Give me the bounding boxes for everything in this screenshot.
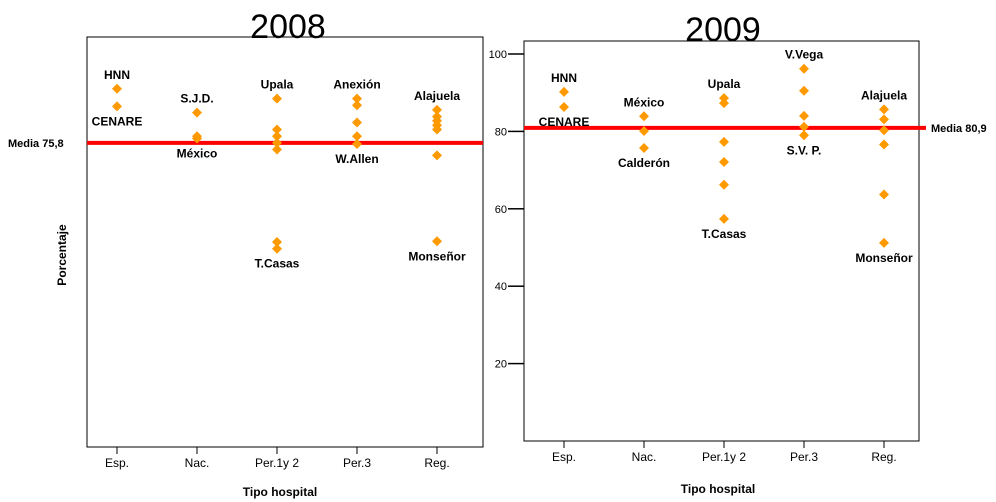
chart-title: 2008 xyxy=(250,8,326,46)
chart-panel-2008: 2008 Esp. Nac. Per.1y 2 Per.3 Reg. Tipo hospit… xyxy=(8,8,484,499)
point-annotation: S.V. P. xyxy=(787,143,822,157)
x-tick-label: Per.1y 2 xyxy=(255,456,299,470)
point-annotation: S.J.D. xyxy=(180,92,213,106)
point-annotation: CENARE xyxy=(92,114,143,128)
y-tick-label: 60 xyxy=(495,204,507,216)
mean-label: Media 75,8 xyxy=(8,138,64,150)
data-point xyxy=(352,100,362,111)
data-point xyxy=(879,189,889,200)
data-point xyxy=(639,126,649,137)
point-annotation: México xyxy=(177,147,218,161)
y-tick-label: 80 xyxy=(495,126,507,138)
data-point xyxy=(352,139,362,150)
chart-title: 2009 xyxy=(685,11,761,49)
point-annotation: Calderón xyxy=(618,156,670,170)
data-point xyxy=(352,131,362,142)
y-tick-label: 100 xyxy=(489,49,507,61)
data-point xyxy=(879,237,889,248)
x-tick-label: Per.3 xyxy=(790,450,818,464)
x-axis-title: Tipo hospital xyxy=(681,482,755,496)
data-point xyxy=(799,63,809,74)
x-tick-label: Per.1y 2 xyxy=(702,450,746,464)
data-point xyxy=(799,121,809,132)
chart-panel-2009: 2009 Esp. Nac. Per.1y 2 Per.3 Reg. Tipo hospit… xyxy=(489,11,987,496)
data-point xyxy=(192,133,202,144)
data-point xyxy=(432,150,442,161)
data-point xyxy=(719,98,729,109)
point-annotation: V.Vega xyxy=(785,48,824,62)
point-annotation: Alajuela xyxy=(414,89,460,103)
y-tick-label: 20 xyxy=(495,359,507,371)
data-point xyxy=(432,124,442,135)
plot-frame xyxy=(86,36,484,448)
data-point xyxy=(272,131,282,142)
point-annotation: Alajuela xyxy=(861,88,907,102)
data-point xyxy=(432,104,442,115)
data-point xyxy=(112,83,122,94)
data-point xyxy=(719,179,729,190)
point-annotation: Upala xyxy=(708,77,741,91)
data-point xyxy=(719,93,729,104)
x-tick-label: Per.3 xyxy=(343,456,371,470)
data-point xyxy=(719,213,729,224)
data-point xyxy=(352,117,362,128)
data-point xyxy=(432,236,442,247)
data-point xyxy=(879,125,889,136)
data-point xyxy=(799,85,809,96)
data-point xyxy=(639,111,649,122)
point-annotation: Monseñor xyxy=(855,251,913,265)
data-point xyxy=(799,130,809,141)
data-point xyxy=(559,86,569,97)
point-annotation: T.Casas xyxy=(255,257,300,271)
y-tick-label: 40 xyxy=(495,281,507,293)
point-annotation: CENARE xyxy=(539,115,590,129)
data-point xyxy=(559,102,569,113)
data-point xyxy=(639,143,649,154)
data-point xyxy=(192,107,202,118)
plot-frame xyxy=(523,40,920,442)
data-point xyxy=(272,93,282,104)
point-annotation: Upala xyxy=(261,78,294,92)
point-annotation: Anexión xyxy=(333,78,380,92)
x-tick-label: Esp. xyxy=(552,450,576,464)
data-point xyxy=(879,114,889,125)
data-point xyxy=(879,139,889,150)
data-point xyxy=(799,110,809,121)
point-annotation: T.Casas xyxy=(702,227,747,241)
point-annotation: W.Allen xyxy=(335,152,378,166)
data-point xyxy=(272,243,282,254)
x-tick-label: Nac. xyxy=(632,450,657,464)
x-tick-label: Reg. xyxy=(871,450,896,464)
data-point xyxy=(719,156,729,167)
x-tick-label: Nac. xyxy=(185,456,210,470)
x-axis-title: Tipo hospital xyxy=(243,485,317,499)
data-point xyxy=(272,237,282,248)
data-point xyxy=(272,144,282,155)
mean-label: Media 80,9 xyxy=(931,123,987,135)
data-point xyxy=(272,124,282,135)
data-point xyxy=(112,101,122,112)
point-annotation: HNN xyxy=(551,71,577,85)
data-point xyxy=(352,93,362,104)
x-tick-label: Esp. xyxy=(105,456,129,470)
data-point xyxy=(879,104,889,115)
y-axis-title: Porcentaje xyxy=(55,224,69,286)
point-annotation: Monseñor xyxy=(408,249,466,263)
data-point xyxy=(272,137,282,148)
point-annotation: HNN xyxy=(104,68,130,82)
data-point xyxy=(719,136,729,147)
point-annotation: México xyxy=(624,95,665,109)
x-tick-label: Reg. xyxy=(424,456,449,470)
